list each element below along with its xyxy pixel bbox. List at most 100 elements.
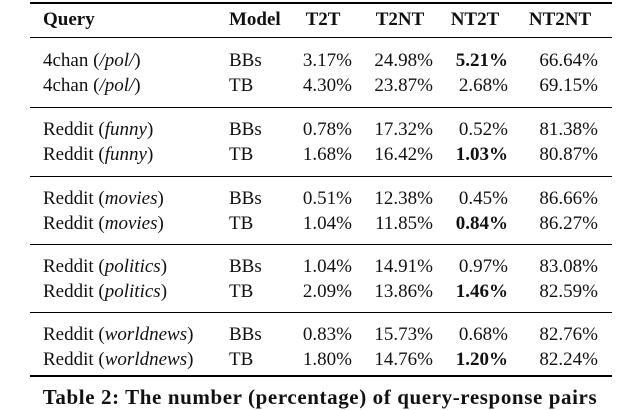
value-cell: 17.32% <box>343 119 433 141</box>
value-cell: 0.83% <box>262 324 352 346</box>
value-cell: 24.98% <box>343 50 433 72</box>
query-part: ) <box>187 324 194 345</box>
query-part: Reddit ( <box>43 188 105 209</box>
value-text: 0.45% <box>458 188 508 209</box>
value-text: 1.68% <box>302 143 352 165</box>
value-cell: 16.42% <box>343 144 433 166</box>
value-text: 0.83% <box>302 324 352 345</box>
value-cell: 0.45% <box>418 188 508 210</box>
value-text: 1.03% <box>455 143 508 165</box>
value-cell: 1.04% <box>262 213 352 235</box>
bottom-rule <box>30 375 612 377</box>
value-cell: 0.78% <box>262 119 352 141</box>
value-text: 11.85% <box>375 212 433 234</box>
query-cell: Reddit (funny) <box>43 144 153 166</box>
value-cell: 3.17% <box>262 50 352 72</box>
model-cell: TB <box>229 212 254 234</box>
value-text: 3.17% <box>302 50 352 71</box>
value-cell: 86.66% <box>508 188 598 210</box>
value-text: 0.68% <box>458 324 508 345</box>
query-part: Reddit ( <box>43 143 105 165</box>
value-text: 16.42% <box>374 143 433 165</box>
model-cell: BBs <box>229 324 262 345</box>
query-part: Reddit ( <box>43 348 105 370</box>
group-rule <box>30 107 612 108</box>
query-cell: Reddit (movies) <box>43 188 164 210</box>
query-part: ) <box>146 119 154 140</box>
value-cell: 14.91% <box>343 256 433 278</box>
value-text: 82.59% <box>539 280 598 302</box>
column-header: Model <box>229 9 281 30</box>
value-text: 15.73% <box>374 324 433 345</box>
model-cell: TB <box>229 74 254 96</box>
model-cell: TB <box>229 348 254 370</box>
value-text: 2.68% <box>458 74 508 96</box>
query-part: Reddit ( <box>43 119 105 140</box>
value-cell: 15.73% <box>343 324 433 346</box>
value-cell: 0.52% <box>418 119 508 141</box>
query-cell: Reddit (worldnews) <box>43 324 193 346</box>
model-cell: TB <box>229 280 254 302</box>
value-cell: 82.76% <box>508 324 598 346</box>
value-text: 14.91% <box>374 256 433 277</box>
model-cell: BBs <box>229 119 262 140</box>
query-part: movies <box>104 212 158 234</box>
value-text: 82.24% <box>539 348 598 370</box>
value-text: 23.87% <box>374 74 433 96</box>
value-cell: 5.21% <box>418 50 508 72</box>
value-text: 86.66% <box>539 188 598 209</box>
value-text: 17.32% <box>374 119 433 140</box>
header-rule <box>30 37 612 38</box>
value-cell: 82.59% <box>508 281 598 303</box>
value-cell: 11.85% <box>343 213 433 235</box>
value-text: 86.27% <box>539 212 598 234</box>
value-text: 13.86% <box>374 280 433 302</box>
query-part: funny <box>104 143 147 165</box>
caption: Table 2: The number (percentage) of quer… <box>42 385 598 409</box>
query-part: Reddit ( <box>43 212 105 234</box>
query-part: /pol/ <box>99 74 135 96</box>
query-part: ) <box>157 188 164 209</box>
query-part: Reddit ( <box>43 256 105 277</box>
query-part: worldnews <box>104 324 188 345</box>
query-cell: 4chan (/pol/) <box>43 75 141 97</box>
query-part: funny <box>104 119 147 140</box>
value-cell: 4.30% <box>262 75 352 97</box>
value-text: 5.21% <box>455 50 508 71</box>
query-part: Reddit ( <box>43 280 105 302</box>
value-text: 0.84% <box>455 212 508 234</box>
model-cell: BBs <box>229 188 262 209</box>
group-rule <box>30 176 612 177</box>
value-text: 0.97% <box>458 256 508 277</box>
query-part: Reddit ( <box>43 324 105 345</box>
query-part: ) <box>134 50 141 71</box>
value-cell: 0.51% <box>262 188 352 210</box>
value-cell: 23.87% <box>343 75 433 97</box>
value-cell: 1.20% <box>418 349 508 371</box>
value-text: 4.30% <box>302 74 352 96</box>
query-part: worldnews <box>104 348 188 370</box>
query-part: 4chan ( <box>43 74 100 96</box>
value-text: 69.15% <box>539 74 598 96</box>
value-text: 1.20% <box>455 348 508 370</box>
value-text: 82.76% <box>539 324 598 345</box>
value-text: 0.52% <box>458 119 508 140</box>
top-rule <box>30 2 612 4</box>
group-rule <box>30 312 612 313</box>
value-cell: 2.09% <box>262 281 352 303</box>
group-rule <box>30 244 612 245</box>
value-cell: 82.24% <box>508 349 598 371</box>
value-text: 66.64% <box>539 50 598 71</box>
value-text: 0.78% <box>302 119 352 140</box>
value-cell: 1.04% <box>262 256 352 278</box>
query-part: ) <box>157 212 164 234</box>
model-cell: BBs <box>229 256 262 277</box>
value-text: 24.98% <box>374 50 433 71</box>
value-cell: 69.15% <box>508 75 598 97</box>
query-cell: Reddit (politics) <box>43 281 167 303</box>
value-cell: 1.03% <box>418 144 508 166</box>
value-cell: 0.84% <box>418 213 508 235</box>
query-part: politics <box>104 280 161 302</box>
query-cell: Reddit (worldnews) <box>43 349 193 371</box>
value-cell: 83.08% <box>508 256 598 278</box>
